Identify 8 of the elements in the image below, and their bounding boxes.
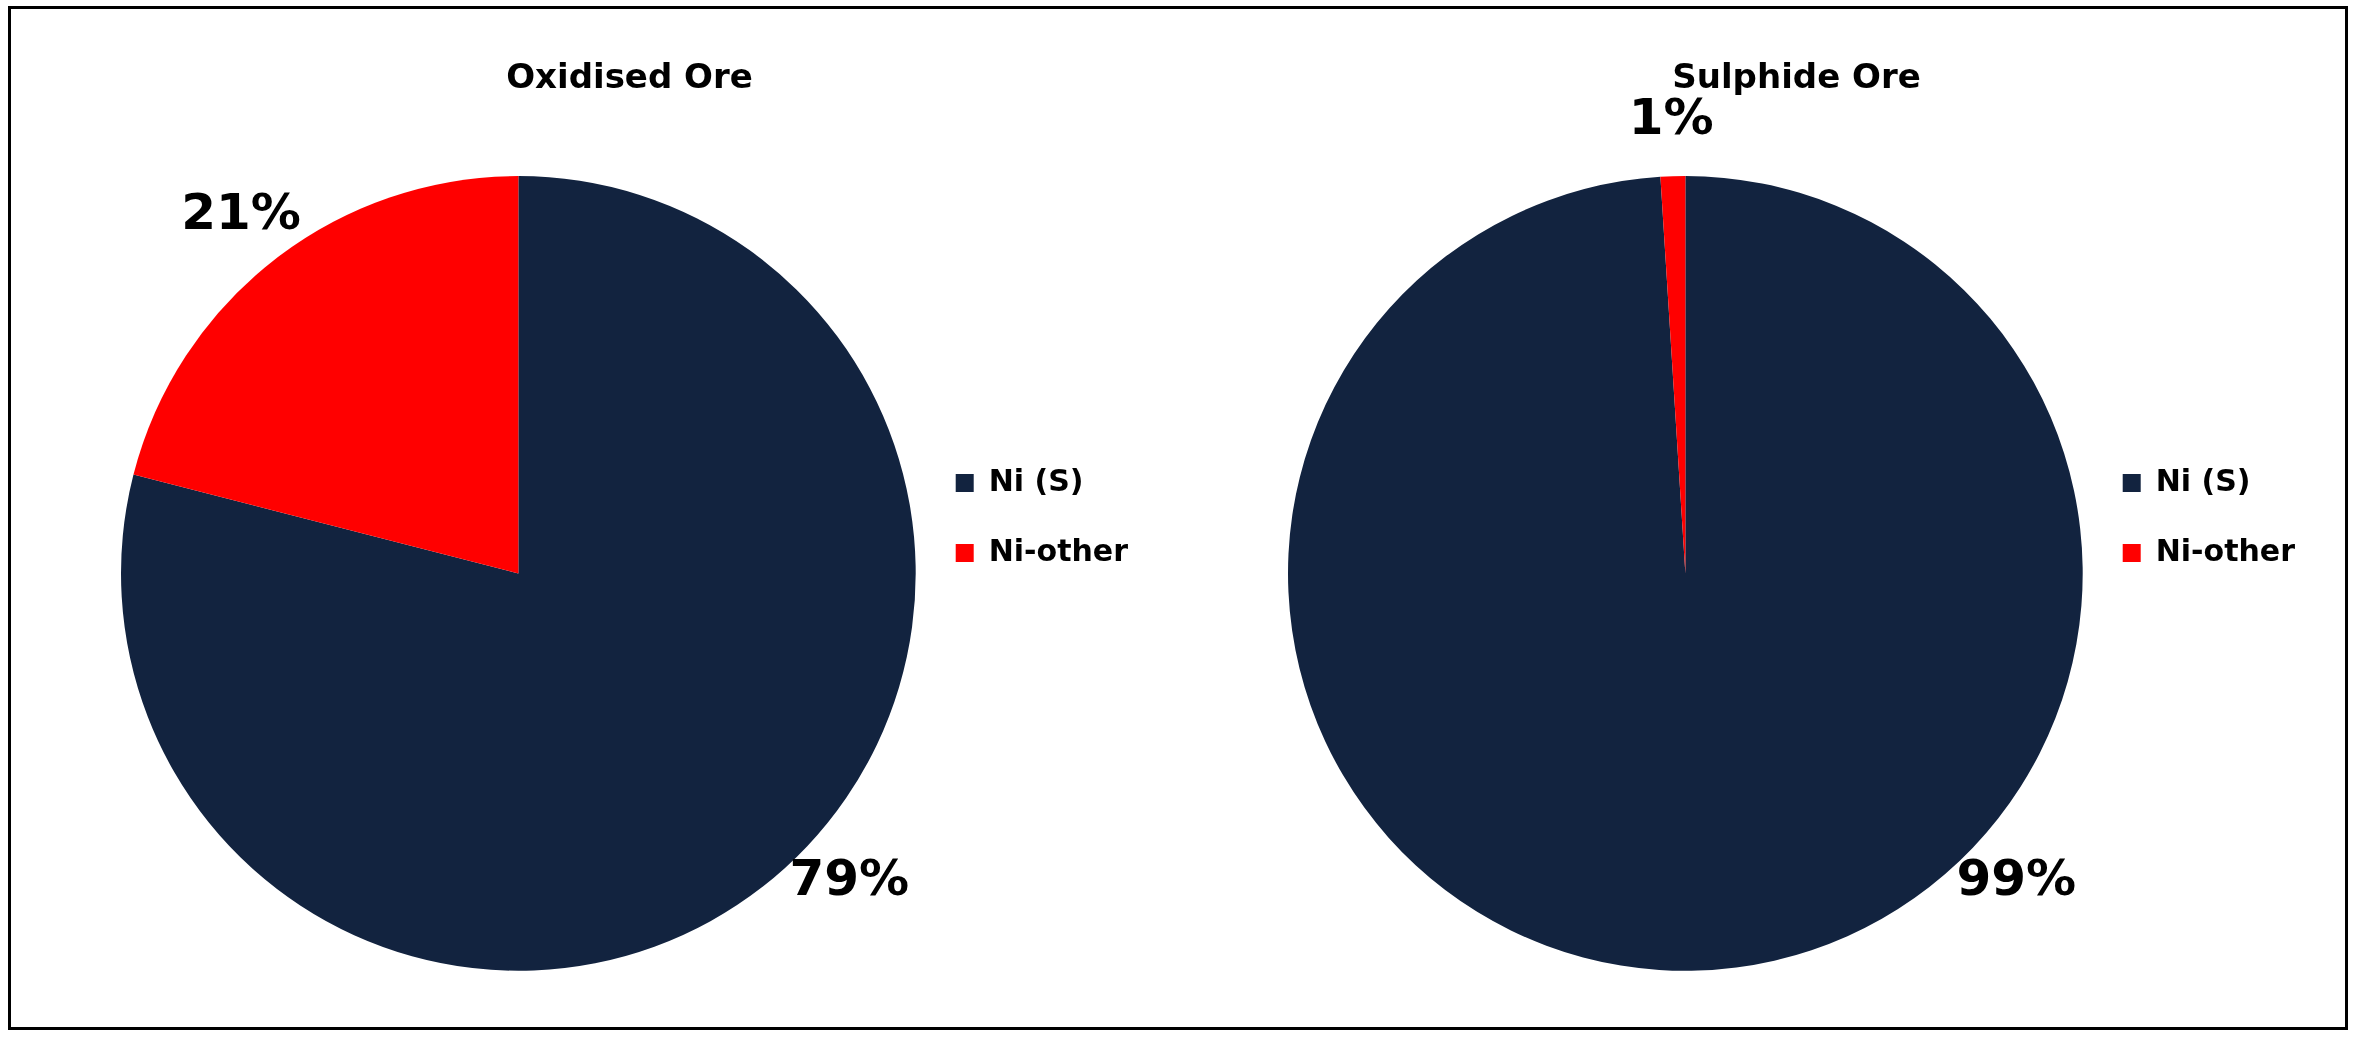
legend-label: Ni-other (988, 532, 1129, 568)
legend-label: Ni-other (2155, 532, 2296, 568)
chart-title: Oxidised Ore (506, 56, 753, 97)
data-label: 21% (181, 182, 301, 241)
legend-label: Ni (S) (988, 462, 1084, 498)
data-label: 99% (1956, 848, 2077, 907)
legend-label: Ni (S) (2155, 462, 2251, 498)
data-label: 79% (789, 848, 910, 907)
